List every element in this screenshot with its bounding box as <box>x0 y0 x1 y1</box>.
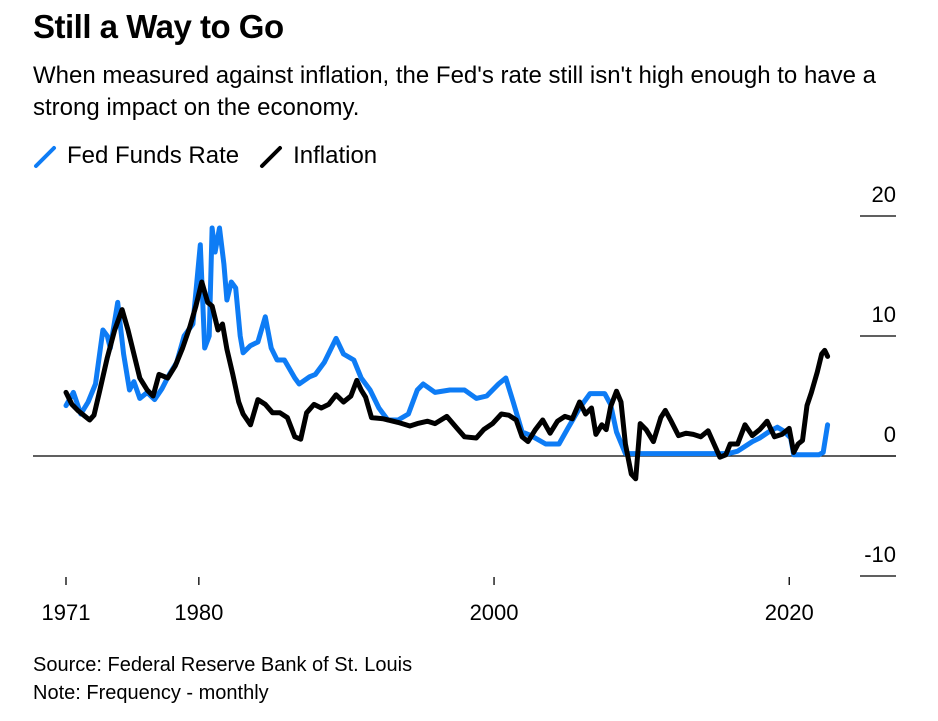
frequency-note: Note: Frequency - monthly <box>33 682 269 704</box>
y-tick-label: 20 <box>872 182 896 207</box>
footer: Source: Federal Reserve Bank of St. Loui… <box>33 651 412 707</box>
legend-label: Fed Funds Rate <box>67 142 240 169</box>
legend-item-fed-funds-rate: Fed Funds Rate <box>33 142 239 170</box>
diagonal-line-icon <box>260 146 283 168</box>
legend-swatch-inflation <box>260 146 283 168</box>
legend-swatch-fed <box>34 146 56 168</box>
x-tick-label: 1980 <box>174 600 223 625</box>
legend: Fed Funds Rate Inflation <box>33 142 397 170</box>
chart-subtitle: When measured against inflation, the Fed… <box>33 62 876 121</box>
series-group <box>63 225 831 482</box>
y-tick-label: -10 <box>864 542 896 567</box>
x-tick-label: 1971 <box>42 600 91 625</box>
x-tick-label: 2020 <box>765 600 814 625</box>
y-tick-label: 10 <box>872 302 896 327</box>
x-tick-label: 2000 <box>470 600 519 625</box>
inflation-line <box>63 279 831 482</box>
fed-funds-rate-line <box>63 225 831 458</box>
chart-title: Still a Way to Go <box>33 8 284 45</box>
diagonal-line-icon <box>34 146 56 168</box>
legend-item-inflation: Inflation <box>259 142 377 170</box>
x-axis: 1971 1980 2000 2020 <box>42 577 814 625</box>
y-tick-label: 0 <box>884 422 896 447</box>
source-note: Source: Federal Reserve Bank of St. Loui… <box>33 654 413 676</box>
legend-label: Inflation <box>293 142 378 169</box>
y-axis: 20 10 0 -10 <box>860 182 896 577</box>
